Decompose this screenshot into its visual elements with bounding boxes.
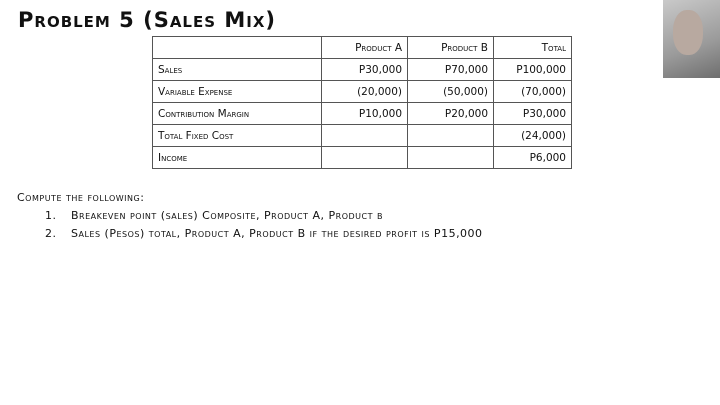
item-number: 1.	[45, 209, 57, 222]
row-label: Variable Expense	[152, 80, 322, 103]
instructions-list: 1. Breakeven point (sales) Composite, Pr…	[45, 209, 483, 245]
slide-title: Problem 5 (Sales Mix)	[18, 8, 276, 32]
cell-product-a	[321, 124, 408, 147]
cell-product-b: P70,000	[407, 58, 494, 81]
list-item: 2. Sales (Pesos) total, Product A, Produ…	[45, 227, 483, 245]
row-label: Contribution Margin	[152, 102, 322, 125]
item-text: Breakeven point (sales) Composite, Produ…	[71, 209, 383, 222]
header-cell: Product B	[407, 36, 494, 59]
cell-product-b	[407, 146, 494, 169]
cell-product-a: P10,000	[321, 102, 408, 125]
cell-product-a: P30,000	[321, 58, 408, 81]
list-item: 1. Breakeven point (sales) Composite, Pr…	[45, 209, 483, 227]
table-row: Sales P30,000 P70,000 P100,000	[152, 58, 572, 81]
item-number: 2.	[45, 227, 57, 240]
table-header-row: Product A Product B Total	[152, 36, 572, 59]
table-row: Contribution Margin P10,000 P20,000 P30,…	[152, 102, 572, 125]
header-cell: Product A	[321, 36, 408, 59]
cell-total: (70,000)	[493, 80, 572, 103]
row-label: Sales	[152, 58, 322, 81]
table-row: Variable Expense (20,000) (50,000) (70,0…	[152, 80, 572, 103]
cell-product-b: P20,000	[407, 102, 494, 125]
cell-total: P100,000	[493, 58, 572, 81]
item-text: Sales (Pesos) total, Product A, Product …	[71, 227, 483, 240]
table-row: Income P6,000	[152, 146, 572, 169]
cell-total: P30,000	[493, 102, 572, 125]
instructions-heading: Compute the following:	[17, 191, 145, 204]
row-label: Total Fixed Cost	[152, 124, 322, 147]
cell-product-a: (20,000)	[321, 80, 408, 103]
table-row: Total Fixed Cost (24,000)	[152, 124, 572, 147]
header-cell: Total	[493, 36, 572, 59]
header-cell	[152, 36, 322, 59]
cell-total: (24,000)	[493, 124, 572, 147]
sales-mix-table: Product A Product B Total Sales P30,000 …	[152, 36, 572, 169]
cell-total: P6,000	[493, 146, 572, 169]
presenter-face	[673, 10, 703, 55]
row-label: Income	[152, 146, 322, 169]
cell-product-b	[407, 124, 494, 147]
cell-product-a	[321, 146, 408, 169]
cell-product-b: (50,000)	[407, 80, 494, 103]
presenter-webcam-thumbnail	[663, 0, 720, 78]
